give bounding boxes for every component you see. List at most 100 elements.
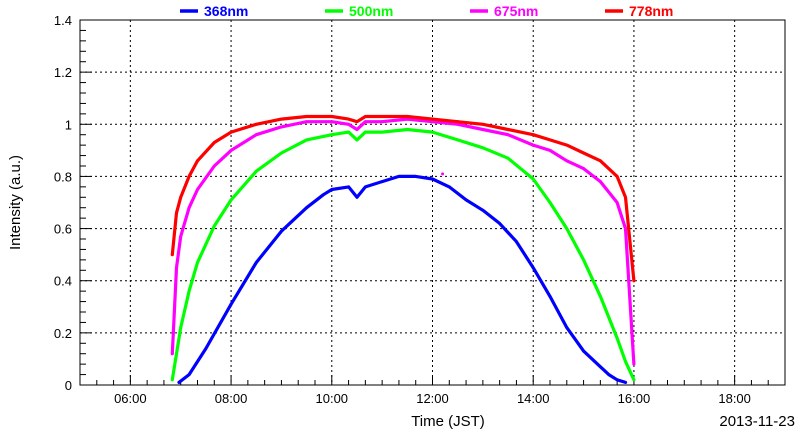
y-axis-label: Intensity (a.u.) — [7, 155, 24, 250]
series-group — [170, 114, 636, 384]
data-point-778nm — [196, 159, 199, 163]
data-point-500nm — [405, 128, 409, 131]
data-point-778nm — [506, 128, 510, 131]
data-point-368nm — [355, 195, 359, 199]
data-point-778nm — [380, 115, 384, 118]
x-tick-label: 08:00 — [215, 391, 248, 406]
data-point-778nm — [364, 115, 367, 118]
data-point-675nm — [355, 128, 359, 131]
data-point-675nm — [615, 201, 619, 204]
data-point-368nm — [254, 261, 258, 264]
data-point-675nm — [380, 120, 384, 124]
data-point-778nm — [565, 143, 569, 147]
data-point-368nm — [347, 185, 350, 189]
y-tick-label: 1.2 — [54, 65, 72, 80]
x-tick-label: 10:00 — [316, 391, 349, 406]
data-point-675nm — [170, 352, 174, 356]
legend: 368nm 500nm 675nm 778nm — [180, 3, 673, 19]
data-point-500nm — [175, 352, 178, 356]
data-point-675nm — [565, 159, 569, 163]
data-point-675nm — [582, 167, 585, 171]
data-point-778nm — [229, 130, 233, 134]
data-point-675nm — [481, 128, 485, 131]
data-point-675nm — [212, 164, 216, 168]
outlier-point — [441, 172, 445, 176]
series-line-675nm — [170, 117, 636, 366]
y-tick-label: 0.2 — [54, 326, 72, 341]
data-point-500nm — [456, 138, 460, 142]
data-point-675nm — [305, 120, 308, 124]
y-tick-label: 0.4 — [54, 274, 72, 289]
data-point-500nm — [305, 138, 308, 142]
data-point-778nm — [481, 122, 485, 126]
data-point-500nm — [254, 169, 258, 173]
data-point-500nm — [187, 289, 191, 293]
data-point-778nm — [280, 117, 283, 121]
legend-label: 675nm — [494, 3, 538, 19]
data-point-368nm — [548, 295, 552, 298]
data-point-368nm — [515, 240, 518, 244]
data-point-778nm — [305, 115, 308, 118]
data-point-675nm — [187, 206, 191, 210]
series-line-500nm — [170, 127, 636, 382]
data-point-675nm — [175, 266, 178, 270]
data-point-500nm — [212, 224, 216, 228]
data-point-675nm — [548, 149, 552, 152]
data-point-778nm — [187, 175, 191, 178]
legend-label: 778nm — [629, 3, 673, 19]
series-line-368nm — [177, 174, 628, 384]
data-point-778nm — [405, 115, 409, 118]
data-point-675nm — [531, 143, 535, 147]
data-point-500nm — [364, 130, 367, 134]
y-tick-label: 1 — [65, 117, 72, 132]
data-point-778nm — [548, 138, 552, 142]
data-point-675nm — [347, 122, 350, 126]
data-point-368nm — [447, 185, 451, 189]
data-point-675nm — [405, 117, 409, 121]
data-point-778nm — [431, 117, 434, 121]
data-point-368nm — [431, 177, 434, 181]
data-point-500nm — [531, 177, 535, 181]
data-point-368nm — [464, 198, 468, 202]
data-point-778nm — [531, 133, 535, 137]
data-point-778nm — [179, 195, 183, 199]
data-point-675nm — [196, 188, 199, 191]
data-point-500nm — [632, 378, 636, 382]
data-point-500nm — [548, 201, 552, 204]
data-point-368nm — [229, 302, 233, 306]
data-point-368nm — [204, 347, 208, 350]
legend-label: 368nm — [204, 3, 248, 19]
data-point-675nm — [431, 120, 434, 124]
data-point-675nm — [179, 235, 183, 238]
data-point-368nm — [330, 188, 334, 191]
data-point-368nm — [414, 175, 418, 178]
data-point-675nm — [229, 149, 233, 152]
data-point-368nm — [498, 222, 501, 225]
data-point-675nm — [254, 133, 258, 137]
data-point-675nm — [506, 133, 510, 137]
data-point-368nm — [582, 349, 585, 353]
data-point-675nm — [330, 120, 334, 124]
data-point-368nm — [322, 193, 325, 197]
data-point-500nm — [355, 138, 359, 142]
data-point-778nm — [170, 253, 174, 256]
data-point-500nm — [431, 130, 434, 134]
data-point-368nm — [565, 326, 569, 329]
data-point-500nm — [615, 336, 619, 340]
data-point-675nm — [364, 120, 367, 124]
data-point-675nm — [632, 362, 636, 366]
data-point-675nm — [599, 180, 602, 184]
axis-ticks: 06:00 08:00 10:00 12:00 14:00 16:00 18:00 0 0.2 0… — [54, 13, 786, 406]
data-point-778nm — [175, 211, 178, 215]
x-axis-label: Time (JST) — [411, 413, 485, 430]
data-point-500nm — [179, 326, 183, 329]
data-point-500nm — [624, 360, 627, 363]
data-point-778nm — [254, 122, 258, 126]
x-tick-label: 14:00 — [517, 391, 550, 406]
data-point-778nm — [330, 115, 334, 118]
data-point-500nm — [565, 227, 569, 231]
data-point-675nm — [456, 122, 460, 126]
data-point-500nm — [582, 258, 585, 262]
data-point-778nm — [615, 175, 619, 178]
